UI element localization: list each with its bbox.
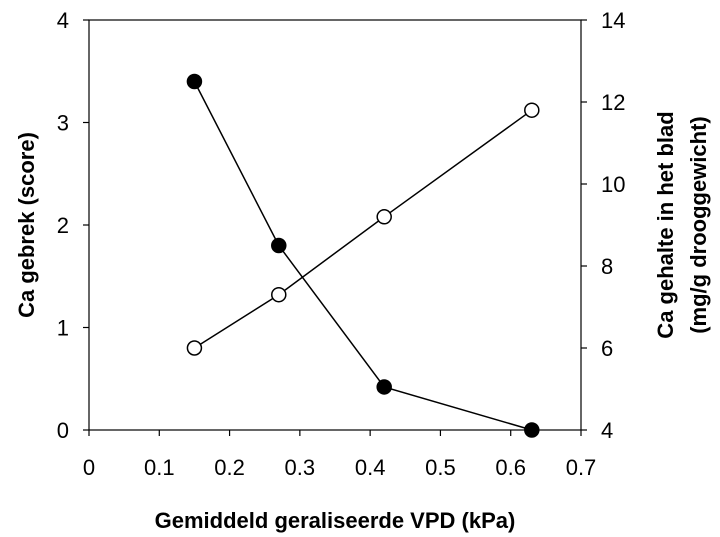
y-right-tick-label: 4 xyxy=(601,418,613,443)
y-right-axis-label-line2: (mg/g drooggewicht) xyxy=(686,116,711,334)
y-right-tick-label: 12 xyxy=(601,90,625,115)
y-left-axis-label: Ca gebrek (score) xyxy=(14,132,39,318)
y-right-axis-ticks: 4 6 8 10 12 14 xyxy=(581,8,625,443)
x-tick-label: 0.3 xyxy=(285,455,316,480)
x-tick-label: 0 xyxy=(83,455,95,480)
series-1-point xyxy=(524,422,540,438)
series-2-point xyxy=(376,209,392,225)
series-2-point xyxy=(186,340,203,356)
x-tick-label: 0.2 xyxy=(214,455,245,480)
plot-frame xyxy=(88,19,582,431)
x-tick-label: 0.1 xyxy=(144,455,175,480)
x-tick-label: 0.4 xyxy=(355,455,386,480)
series-2-point xyxy=(271,286,287,303)
y-right-tick-label: 14 xyxy=(601,8,625,33)
y-left-tick-label: 2 xyxy=(57,213,69,238)
y-right-tick-label: 8 xyxy=(601,254,613,279)
y-left-axis-ticks: 0 1 2 3 4 xyxy=(57,8,89,443)
y-left-tick-label: 4 xyxy=(57,8,69,33)
series-1-point xyxy=(186,73,203,90)
y-right-tick-label: 10 xyxy=(601,172,625,197)
series-1-line xyxy=(193,81,533,431)
y-left-tick-label: 0 xyxy=(57,418,69,443)
x-tick-label: 0.7 xyxy=(566,455,597,480)
y-right-tick-label: 6 xyxy=(601,336,613,361)
x-tick-label: 0.5 xyxy=(425,455,456,480)
y-right-axis-label-line1: Ca gehalte in het blad xyxy=(653,111,678,338)
x-tick-label: 0.6 xyxy=(495,455,526,480)
series-1-point xyxy=(376,379,392,395)
series-2-line xyxy=(194,109,533,349)
y-left-tick-label: 3 xyxy=(57,111,69,136)
series-1-point xyxy=(271,237,287,254)
x-axis-label: Gemiddeld geraliseerde VPD (kPa) xyxy=(155,508,516,533)
x-axis-ticks: 0 0.1 0.2 0.3 0.4 0.5 0.6 0.7 xyxy=(83,430,596,480)
y-left-tick-label: 1 xyxy=(57,316,69,341)
series-2-point xyxy=(524,102,540,118)
series-layer xyxy=(186,73,540,438)
